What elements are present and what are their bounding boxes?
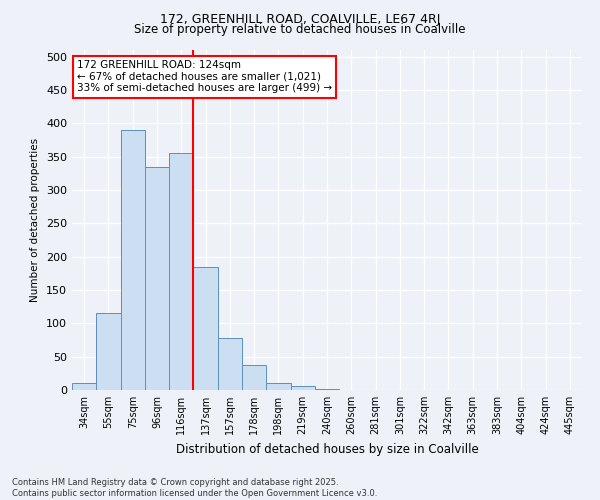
Bar <box>266 382 290 390</box>
Bar <box>145 166 169 390</box>
Bar <box>169 154 193 390</box>
Bar <box>121 130 145 390</box>
Bar <box>72 384 96 390</box>
Bar <box>218 338 242 390</box>
Text: 172, GREENHILL ROAD, COALVILLE, LE67 4RJ: 172, GREENHILL ROAD, COALVILLE, LE67 4RJ <box>160 12 440 26</box>
Bar <box>96 314 121 390</box>
Text: Size of property relative to detached houses in Coalville: Size of property relative to detached ho… <box>134 22 466 36</box>
Text: 172 GREENHILL ROAD: 124sqm
← 67% of detached houses are smaller (1,021)
33% of s: 172 GREENHILL ROAD: 124sqm ← 67% of deta… <box>77 60 332 94</box>
Bar <box>315 388 339 390</box>
Text: Contains HM Land Registry data © Crown copyright and database right 2025.
Contai: Contains HM Land Registry data © Crown c… <box>12 478 377 498</box>
Bar <box>193 266 218 390</box>
Bar <box>242 364 266 390</box>
Y-axis label: Number of detached properties: Number of detached properties <box>31 138 40 302</box>
Bar <box>290 386 315 390</box>
X-axis label: Distribution of detached houses by size in Coalville: Distribution of detached houses by size … <box>176 442 478 456</box>
